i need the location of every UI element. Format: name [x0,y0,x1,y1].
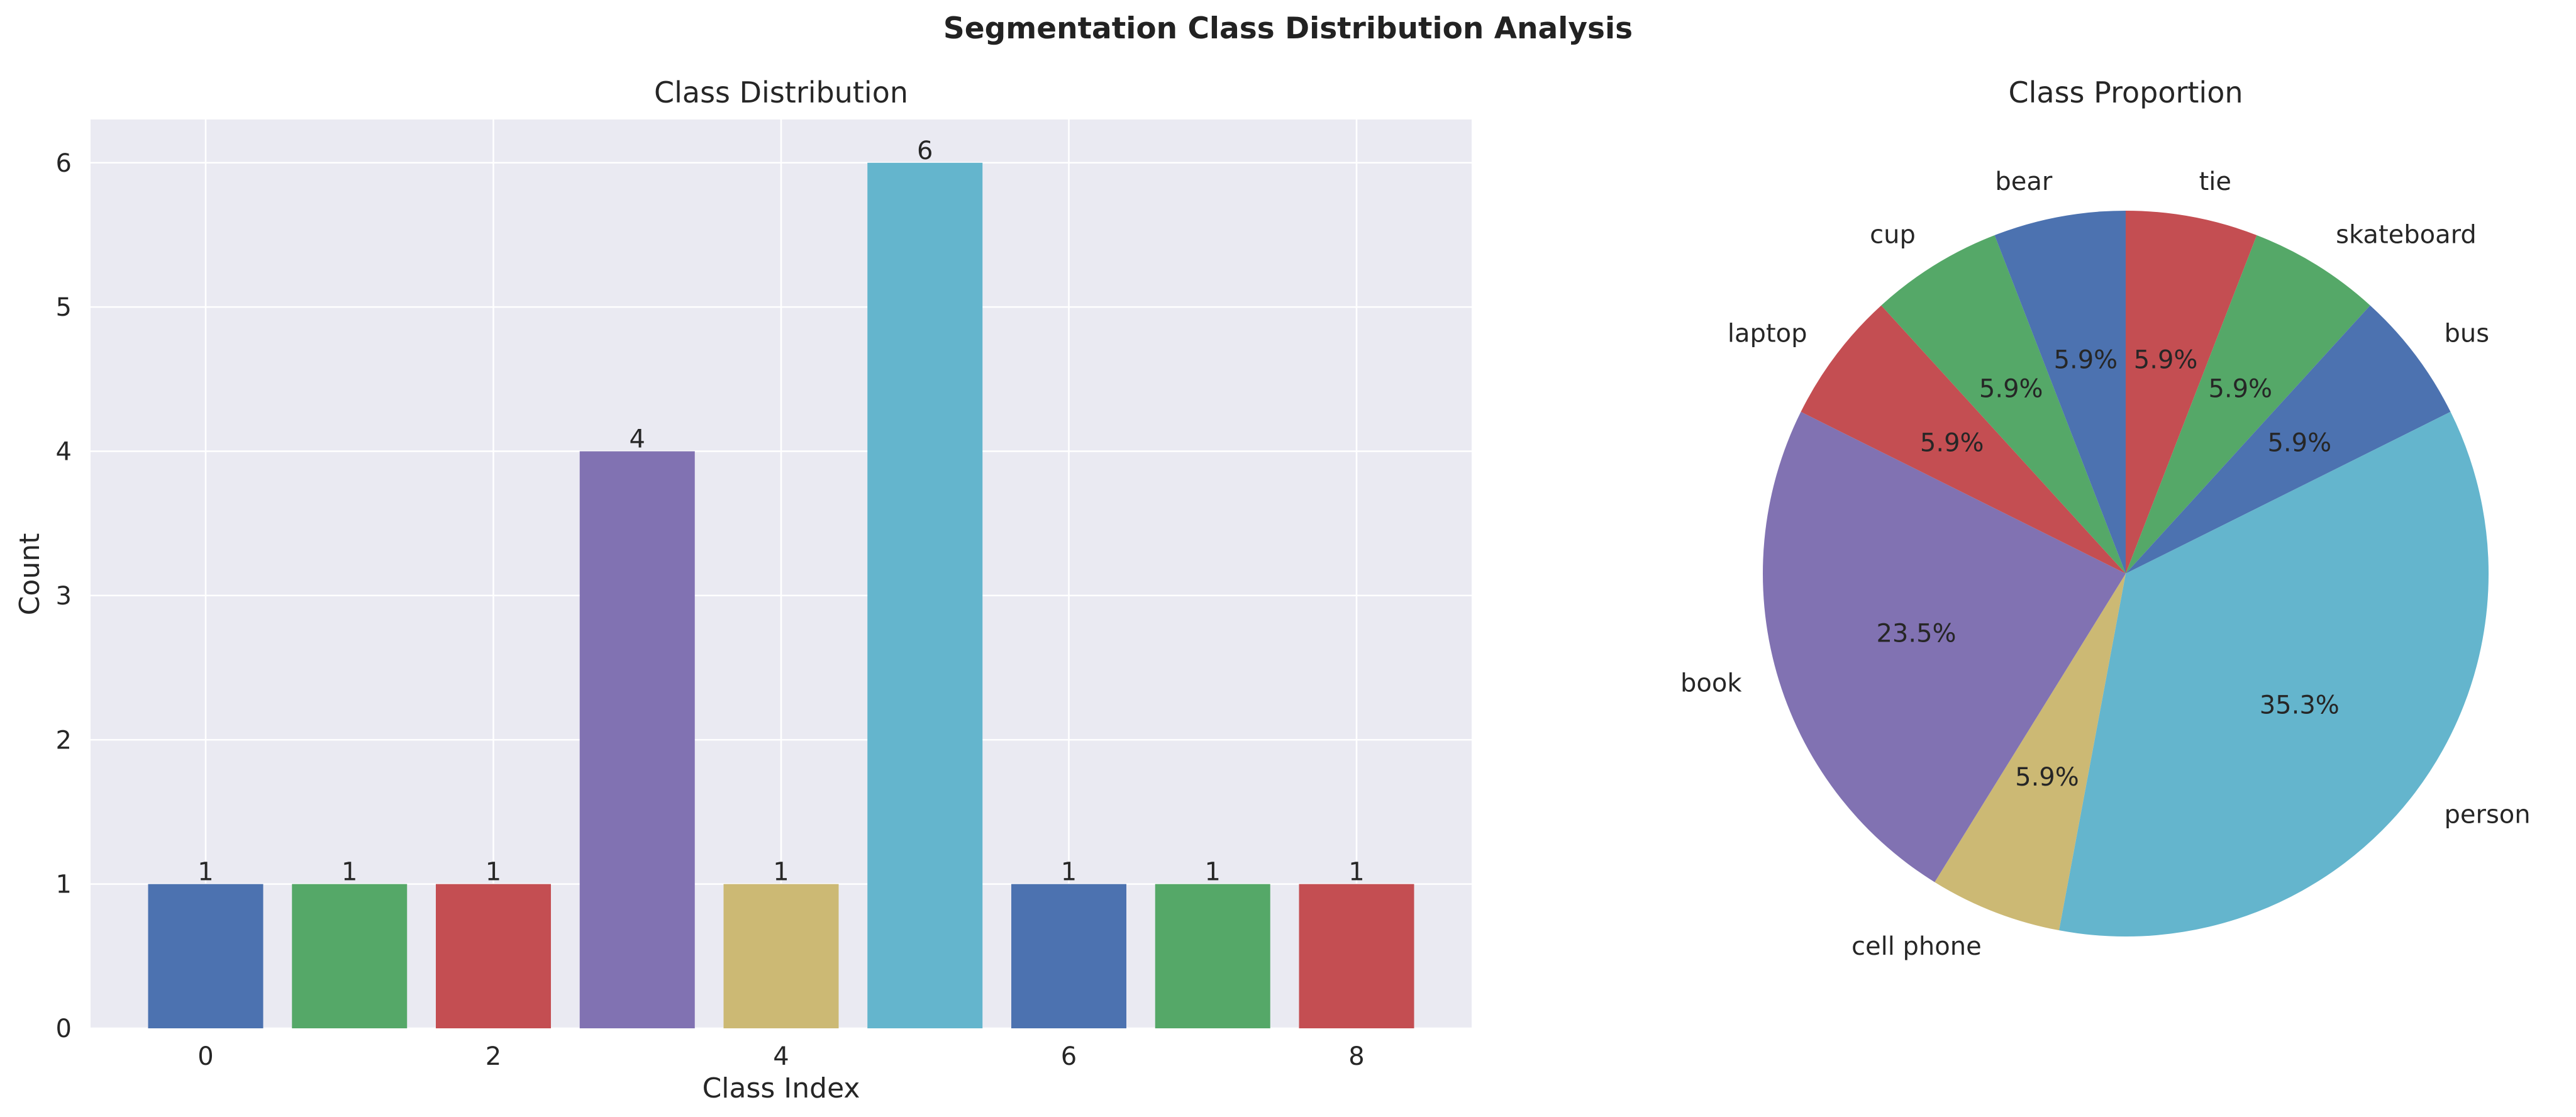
bar-x-tick-labels: 0 2 4 6 8 [197,1042,1364,1071]
pie-category-label: cell phone [1852,932,1982,961]
figure-title: Segmentation Class Distribution Analysis [943,11,1633,46]
bar [867,162,983,1028]
pie-percent-label: 5.9% [1920,428,1984,457]
bar-y-tick-label: 5 [56,293,72,322]
pie-percent-label: 23.5% [1876,620,1956,648]
pie-slice [2126,235,2370,574]
bar-y-axis-label: Count [14,533,46,616]
bar-series [148,162,1414,1028]
pie-category-label: tie [2199,167,2231,196]
bar-x-tick-label: 4 [773,1042,789,1071]
pie-percent-label: 5.9% [2015,763,2079,792]
bar [148,884,264,1028]
bar-data-label: 1 [341,858,357,887]
pie-slice [1763,411,2126,882]
bar [579,451,695,1028]
pie-slice [2126,211,2257,574]
bar-data-label: 1 [1205,858,1221,887]
bar-y-tick-label: 4 [56,438,72,467]
bar-data-label: 1 [197,858,213,887]
bar-chart-title: Class Distribution [654,75,908,109]
pie-percent-label: 5.9% [2054,346,2118,375]
pie-category-labels: tie skateboard bus person cell phone book lapt… [1680,167,2531,961]
bar-y-tick-label: 2 [56,726,72,755]
pie-slice [2126,305,2451,574]
bar [1155,884,1270,1028]
bar [292,884,408,1028]
pie-slice [1881,235,2126,574]
bar-y-tick-label: 6 [56,149,72,178]
pie-chart: Class Proportion 5.9% 5.9% 5.9% 35.3% 5.9% 23… [1680,75,2531,961]
pie-percent-label: 35.3% [2260,691,2340,720]
bar-data-label: 1 [486,858,501,887]
pie-slice [1994,211,2126,574]
pie-percent-labels: 5.9% 5.9% 5.9% 35.3% 5.9% 23.5% 5.9% 5.9% 5.9% [1876,346,2339,792]
bar-data-label: 6 [917,136,933,165]
pie-category-label: cup [1870,220,1916,249]
bar [1299,884,1414,1028]
bar [436,884,551,1028]
bar-data-label: 1 [773,858,789,887]
pie-chart-title: Class Proportion [2009,75,2243,109]
pie-category-label: book [1680,669,1742,698]
bar-data-label: 4 [630,425,645,454]
bar-x-tick-label: 8 [1348,1042,1364,1071]
pie-percent-label: 5.9% [1979,375,2043,404]
pie-slice [1935,574,2126,931]
pie-slice [1801,305,2126,574]
pie-percent-label: 5.9% [2267,428,2331,457]
bar [1011,884,1126,1028]
bar [723,884,839,1028]
bar-x-tick-label: 2 [486,1042,501,1071]
pie-category-label: bear [1995,167,2053,196]
pie-percent-label: 5.9% [2134,346,2198,375]
bar-x-tick-label: 6 [1061,1042,1077,1071]
bar-y-tick-label: 1 [56,870,72,899]
bar-y-tick-labels: 0 1 2 3 4 5 6 [56,149,72,1043]
bar-y-tick-label: 3 [56,582,72,611]
pie-category-label: person [2445,800,2531,829]
bar-y-tick-label: 0 [56,1014,72,1043]
pie-category-label: skateboard [2336,220,2477,249]
pie-category-label: laptop [1728,320,1807,348]
bar-data-label: 1 [1348,858,1364,887]
bar-x-axis-label: Class Index [702,1072,860,1104]
bar-data-label: 1 [1061,858,1077,887]
bar-gridlines [91,119,1472,1030]
bar-x-tick-label: 0 [197,1042,213,1071]
pie-slices [1763,211,2489,936]
pie-slice [2058,411,2489,936]
pie-percent-label: 5.9% [2208,375,2272,404]
pie-category-label: bus [2445,320,2490,348]
